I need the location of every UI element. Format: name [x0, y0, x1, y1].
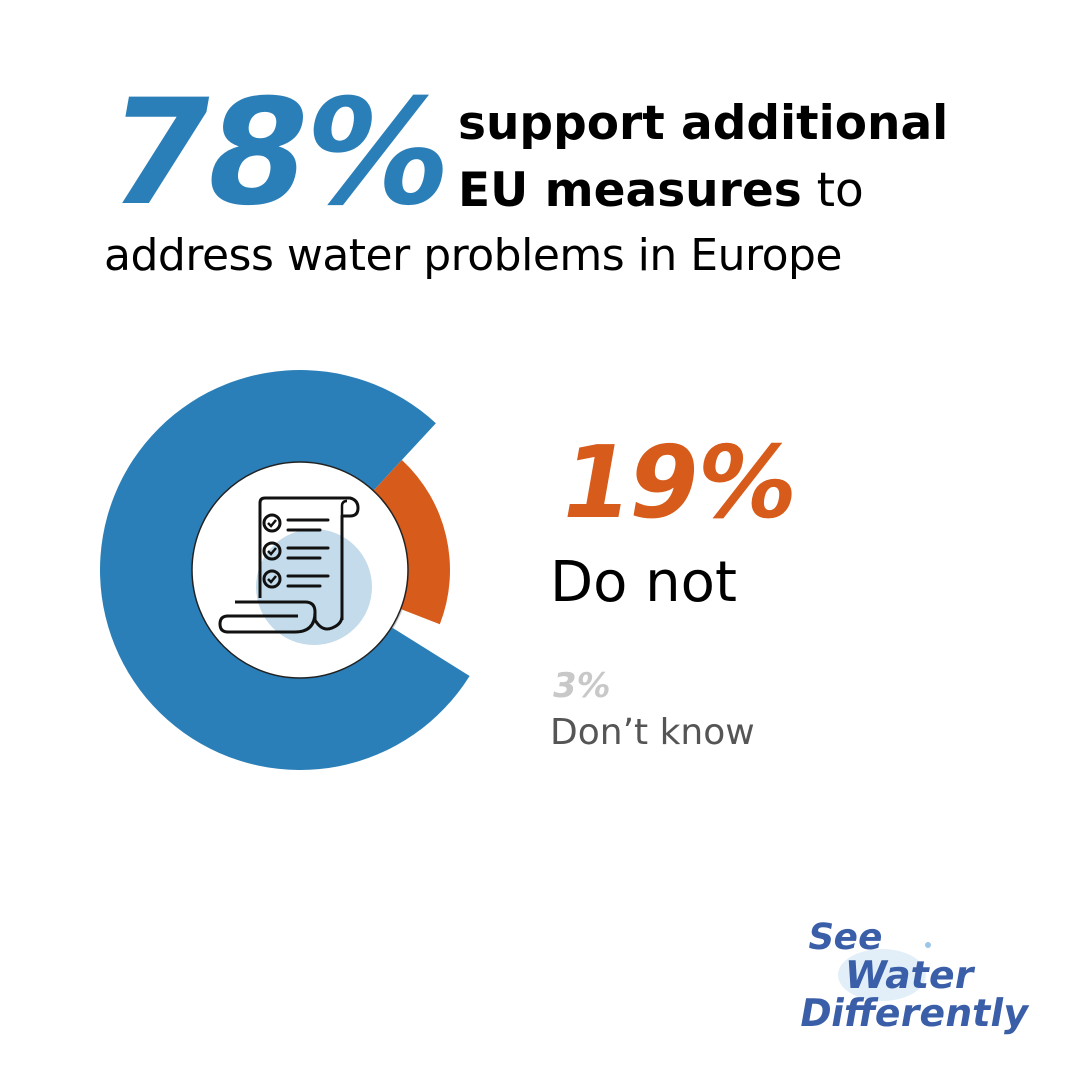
water-drop-icon — [838, 942, 931, 1001]
see-water-differently-logo: See Water Differently — [790, 915, 1040, 1045]
donut-chart — [100, 370, 470, 770]
dont-know-label: Don’t know — [550, 712, 755, 753]
logo-line-3: Differently — [796, 991, 1033, 1035]
headline-line-1: support additional — [458, 96, 949, 151]
headline-percent: 78% — [94, 68, 461, 238]
headline-percent-text: 78% — [94, 68, 462, 238]
headline-line-3: address water problems in Europe — [104, 230, 843, 281]
do-not-percent: 19% — [551, 424, 806, 541]
headline-line-2: EU measures to — [458, 163, 864, 219]
logo-line-1: See — [804, 917, 887, 958]
headline-line-2-rest: to — [801, 163, 864, 218]
checklist-scroll-icon — [218, 496, 372, 645]
donut-slice-do-not — [367, 459, 451, 625]
donut-slice-support — [100, 370, 470, 770]
do-not-label: Do not — [550, 550, 737, 615]
headline-bold-phrase: EU measures — [458, 163, 802, 218]
dont-know-percent: 3% — [549, 666, 614, 706]
